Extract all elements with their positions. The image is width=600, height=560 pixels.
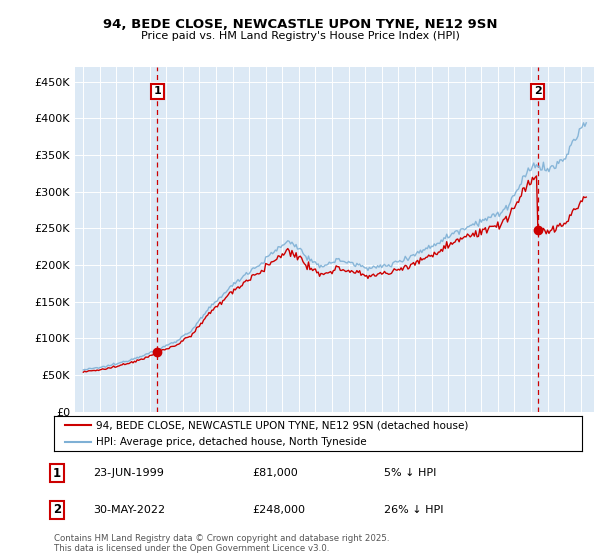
Text: 5% ↓ HPI: 5% ↓ HPI xyxy=(384,468,436,478)
Text: Contains HM Land Registry data © Crown copyright and database right 2025.
This d: Contains HM Land Registry data © Crown c… xyxy=(54,534,389,553)
Text: 1: 1 xyxy=(53,466,61,480)
Text: £248,000: £248,000 xyxy=(252,505,305,515)
Text: 2: 2 xyxy=(53,503,61,516)
Text: 94, BEDE CLOSE, NEWCASTLE UPON TYNE, NE12 9SN: 94, BEDE CLOSE, NEWCASTLE UPON TYNE, NE1… xyxy=(103,18,497,31)
Text: 26% ↓ HPI: 26% ↓ HPI xyxy=(384,505,443,515)
Text: £81,000: £81,000 xyxy=(252,468,298,478)
Text: Price paid vs. HM Land Registry's House Price Index (HPI): Price paid vs. HM Land Registry's House … xyxy=(140,31,460,41)
Text: 23-JUN-1999: 23-JUN-1999 xyxy=(93,468,164,478)
Text: 2: 2 xyxy=(534,86,542,96)
Text: HPI: Average price, detached house, North Tyneside: HPI: Average price, detached house, Nort… xyxy=(96,437,367,447)
Text: 1: 1 xyxy=(154,86,161,96)
Text: 94, BEDE CLOSE, NEWCASTLE UPON TYNE, NE12 9SN (detached house): 94, BEDE CLOSE, NEWCASTLE UPON TYNE, NE1… xyxy=(96,421,469,431)
Text: 30-MAY-2022: 30-MAY-2022 xyxy=(93,505,165,515)
